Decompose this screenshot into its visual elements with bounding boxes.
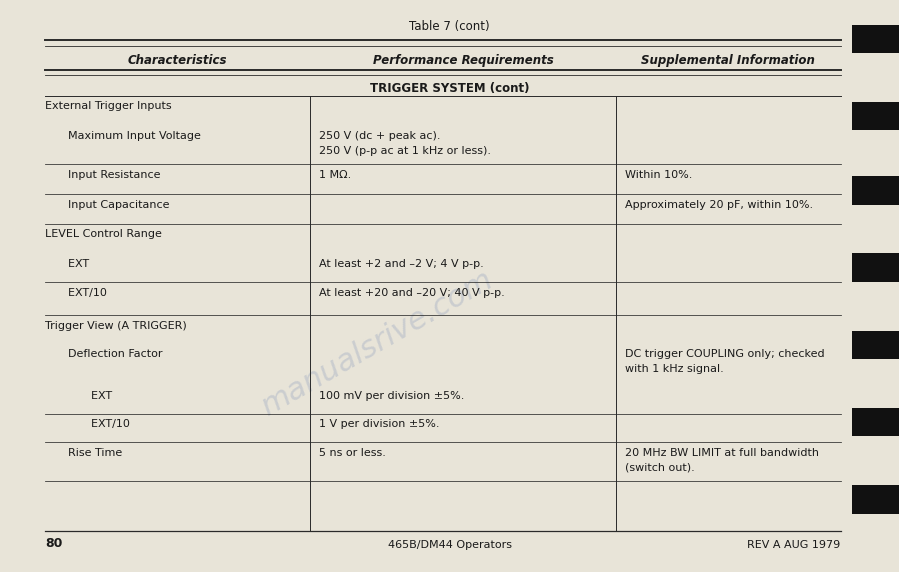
Text: EXT/10: EXT/10	[77, 419, 130, 429]
Text: Rise Time: Rise Time	[61, 448, 122, 458]
Text: 20 MHz BW LIMIT at full bandwidth: 20 MHz BW LIMIT at full bandwidth	[625, 448, 819, 458]
Text: Within 10%.: Within 10%.	[625, 170, 692, 180]
Text: 5 ns or less.: 5 ns or less.	[319, 448, 386, 458]
Text: At least +2 and –2 V; 4 V p-p.: At least +2 and –2 V; 4 V p-p.	[319, 259, 484, 269]
Text: At least +20 and –20 V; 40 V p-p.: At least +20 and –20 V; 40 V p-p.	[319, 288, 505, 297]
Text: 250 V (dc + peak ac).: 250 V (dc + peak ac).	[319, 131, 441, 141]
Text: EXT: EXT	[77, 391, 112, 400]
Text: with 1 kHz signal.: with 1 kHz signal.	[625, 364, 724, 375]
Text: 465B/DM44 Operators: 465B/DM44 Operators	[387, 541, 512, 550]
Text: 100 mV per division ±5%.: 100 mV per division ±5%.	[319, 391, 465, 400]
Text: Trigger View (A TRIGGER): Trigger View (A TRIGGER)	[45, 321, 187, 331]
Text: External Trigger Inputs: External Trigger Inputs	[45, 101, 172, 111]
Text: TRIGGER SYSTEM (cont): TRIGGER SYSTEM (cont)	[369, 82, 530, 96]
Text: Deflection Factor: Deflection Factor	[61, 349, 163, 359]
FancyBboxPatch shape	[852, 408, 899, 436]
Text: (switch out).: (switch out).	[625, 463, 695, 473]
Text: Performance Requirements: Performance Requirements	[372, 54, 554, 67]
FancyBboxPatch shape	[852, 25, 899, 53]
Text: 1 MΩ.: 1 MΩ.	[319, 170, 352, 180]
Text: Approximately 20 pF, within 10%.: Approximately 20 pF, within 10%.	[625, 200, 813, 209]
Text: REV A AUG 1979: REV A AUG 1979	[747, 541, 841, 550]
Text: LEVEL Control Range: LEVEL Control Range	[45, 229, 162, 239]
Text: 1 V per division ±5%.: 1 V per division ±5%.	[319, 419, 440, 429]
Text: Maximum Input Voltage: Maximum Input Voltage	[61, 131, 201, 141]
FancyBboxPatch shape	[852, 176, 899, 205]
Text: 80: 80	[45, 537, 62, 550]
Text: Input Resistance: Input Resistance	[61, 170, 161, 180]
Text: EXT: EXT	[61, 259, 89, 269]
FancyBboxPatch shape	[852, 485, 899, 514]
Text: Supplemental Information: Supplemental Information	[641, 54, 815, 67]
Text: DC trigger COUPLING only; checked: DC trigger COUPLING only; checked	[625, 349, 824, 359]
Text: Input Capacitance: Input Capacitance	[61, 200, 170, 209]
Text: Characteristics: Characteristics	[128, 54, 227, 67]
FancyBboxPatch shape	[852, 253, 899, 282]
FancyBboxPatch shape	[852, 102, 899, 130]
Text: 250 V (p-p ac at 1 kHz or less).: 250 V (p-p ac at 1 kHz or less).	[319, 146, 491, 156]
Text: manualsrive.com: manualsrive.com	[256, 265, 499, 422]
FancyBboxPatch shape	[852, 331, 899, 359]
Text: EXT/10: EXT/10	[61, 288, 107, 297]
Text: Table 7 (cont): Table 7 (cont)	[409, 20, 490, 33]
